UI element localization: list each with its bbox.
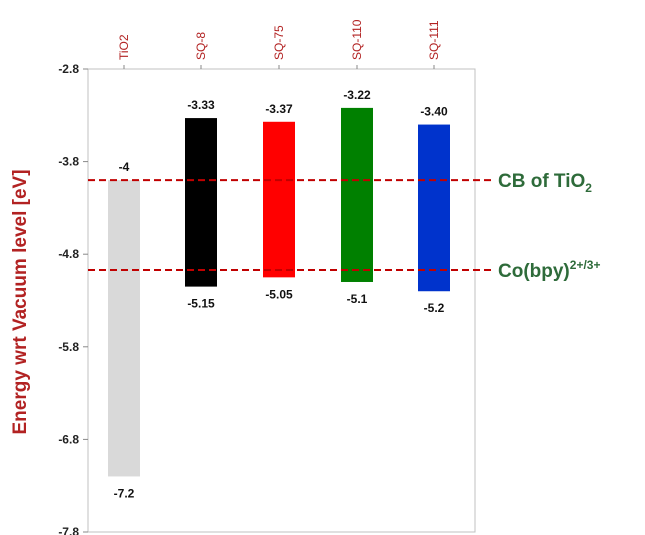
bar-bottom-label: -5.15 (187, 297, 215, 311)
reference-line-label: Co(bpy)2+/3+ (498, 258, 600, 282)
reference-line-label: CB of TiO2 (498, 171, 592, 195)
bar (263, 121, 295, 278)
y-axis: -2.8 -3.8 -4.8 -5.8 -6.8 -7.8 (58, 62, 88, 535)
bar-bottom-label: -5.2 (424, 301, 445, 315)
bar-top-label: -3.37 (265, 102, 293, 116)
category-label: SQ-75 (272, 25, 286, 60)
bar-top-label: -3.33 (187, 98, 215, 112)
y-tick-label: -6.8 (58, 432, 79, 446)
plot-frame (87, 68, 476, 533)
y-tick-label: -3.8 (58, 155, 79, 169)
category-label: TiO2 (117, 34, 131, 60)
bar (341, 107, 373, 282)
bar-bottom-label: -5.05 (265, 287, 293, 301)
category-label: SQ-111 (427, 20, 441, 60)
bars: -4 -7.2 -3.33 -5.15 -3.37 -5.05 -3.22 -5.1 -3.40… (108, 88, 450, 500)
bar (108, 180, 140, 477)
bar-bottom-label: -5.1 (347, 292, 368, 306)
y-tick-label: -5.8 (58, 340, 79, 354)
y-tick-label: -7.8 (58, 525, 79, 535)
category-label: SQ-110 (350, 19, 364, 60)
bar-top-label: -4 (119, 160, 130, 174)
bar (185, 118, 217, 287)
category-label: SQ-8 (194, 32, 208, 60)
bar-top-label: -3.40 (420, 105, 448, 119)
bar-top-label: -3.22 (343, 88, 371, 102)
y-tick-label: -4.8 (58, 247, 79, 261)
reference-lines: CB of TiO2 Co(bpy)2+/3+ (88, 171, 600, 282)
bar-bottom-label: -7.2 (114, 486, 135, 500)
category-labels: TiO2 SQ-8 SQ-75 SQ-110 SQ-111 (117, 19, 441, 69)
y-axis-label: Energy wrt Vacuum level [eV] (10, 169, 31, 434)
bar (418, 124, 450, 292)
plot-border (87, 68, 476, 533)
y-tick-label: -2.8 (58, 62, 79, 76)
